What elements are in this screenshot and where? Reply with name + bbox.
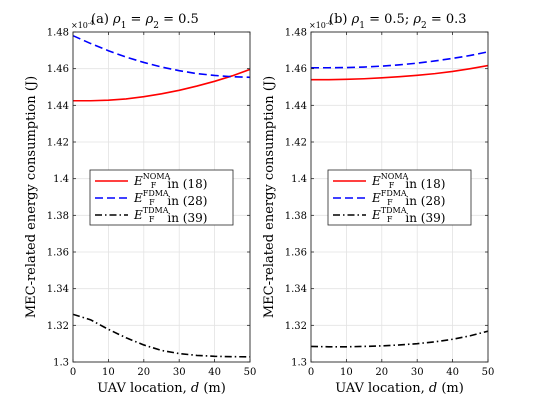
legend: ENOMA F in (18)EFDMA F in (28)ETDMA F in (3… (327, 169, 472, 226)
y-tick-label: 1.4 (291, 174, 307, 185)
y-tick-label: 1.36 (47, 248, 69, 259)
y-tick-label: 1.3 (53, 358, 69, 369)
x-tick-label: 40 (446, 367, 459, 378)
y-exponent-label: ×10-4 (71, 20, 94, 31)
x-tick-label: 20 (137, 367, 150, 378)
legend: ENOMA F in (18)EFDMA F in (28)ETDMA F in (3… (89, 169, 234, 226)
y-tick-label: 1.3 (291, 358, 307, 369)
panel-title: (a) ρ1 = ρ2 = 0.5 (91, 12, 199, 31)
axes-box (72, 31, 251, 363)
x-tick-label: 0 (308, 367, 314, 378)
x-tick-label: 50 (482, 367, 495, 378)
y-axis-label: MEC-related energy consumption (J) (24, 76, 39, 318)
series-line-tdma (73, 313, 250, 358)
y-tick-label: 1.44 (285, 101, 307, 112)
x-tick-label: 0 (70, 367, 76, 378)
y-tick-label: 1.48 (47, 28, 69, 39)
y-tick-label: 1.46 (47, 64, 69, 75)
y-tick-label: 1.42 (47, 138, 69, 149)
y-tick-label: 1.38 (47, 211, 69, 222)
y-axis-label: MEC-related energy consumption (J) (262, 76, 277, 318)
y-tick-label: 1.38 (285, 211, 307, 222)
x-tick-label: 30 (173, 367, 186, 378)
x-tick-label: 10 (340, 367, 353, 378)
y-tick-label: 1.36 (285, 248, 307, 259)
y-tick-label: 1.34 (47, 284, 69, 295)
x-tick-label: 10 (102, 367, 115, 378)
y-tick-label: 1.48 (285, 28, 307, 39)
x-tick-label: 20 (375, 367, 388, 378)
y-tick-label: 1.44 (47, 101, 69, 112)
legend-label-tdma: ETDMA F in (39) (133, 206, 207, 225)
y-tick-label: 1.4 (53, 174, 69, 185)
legend-label-noma: ENOMA F in (18) (371, 172, 445, 191)
x-tick-label: 50 (244, 367, 257, 378)
x-tick-label: 30 (411, 367, 424, 378)
x-axis-label: UAV location, d (m) (97, 381, 226, 396)
panel-a: 0 10 20 30 40 50 1.3 1.32 1.34 1.36 1.38 1.4 1.42 1.4… (24, 12, 256, 396)
y-tick-label: 1.32 (47, 321, 69, 332)
series-line-noma (73, 68, 250, 102)
panel-title: (b) ρ1 = 0.5; ρ2 = 0.3 (329, 12, 467, 31)
x-axis-label: UAV location, d (m) (335, 381, 464, 396)
series-line-tdma (311, 330, 488, 348)
legend-label-fdma: EFDMA F in (28) (371, 189, 445, 208)
y-tick-label: 1.34 (285, 284, 307, 295)
y-exponent-label: ×10-4 (309, 20, 332, 31)
legend-label-noma: ENOMA F in (18) (133, 172, 207, 191)
legend-label-fdma: EFDMA F in (28) (133, 189, 207, 208)
y-tick-label: 1.32 (285, 321, 307, 332)
series-line-noma (311, 64, 488, 81)
axes-box (310, 31, 489, 363)
legend-label-tdma: ETDMA F in (39) (371, 206, 445, 225)
series-line-fdma (311, 51, 488, 69)
y-tick-label: 1.46 (285, 64, 307, 75)
legend-box (327, 169, 472, 226)
y-tick-label: 1.42 (285, 138, 307, 149)
x-tick-label: 40 (208, 367, 221, 378)
panel-b: 0 10 20 30 40 50 1.3 1.32 1.34 1.36 1.38 1.4 1.42 1.4… (262, 12, 494, 396)
